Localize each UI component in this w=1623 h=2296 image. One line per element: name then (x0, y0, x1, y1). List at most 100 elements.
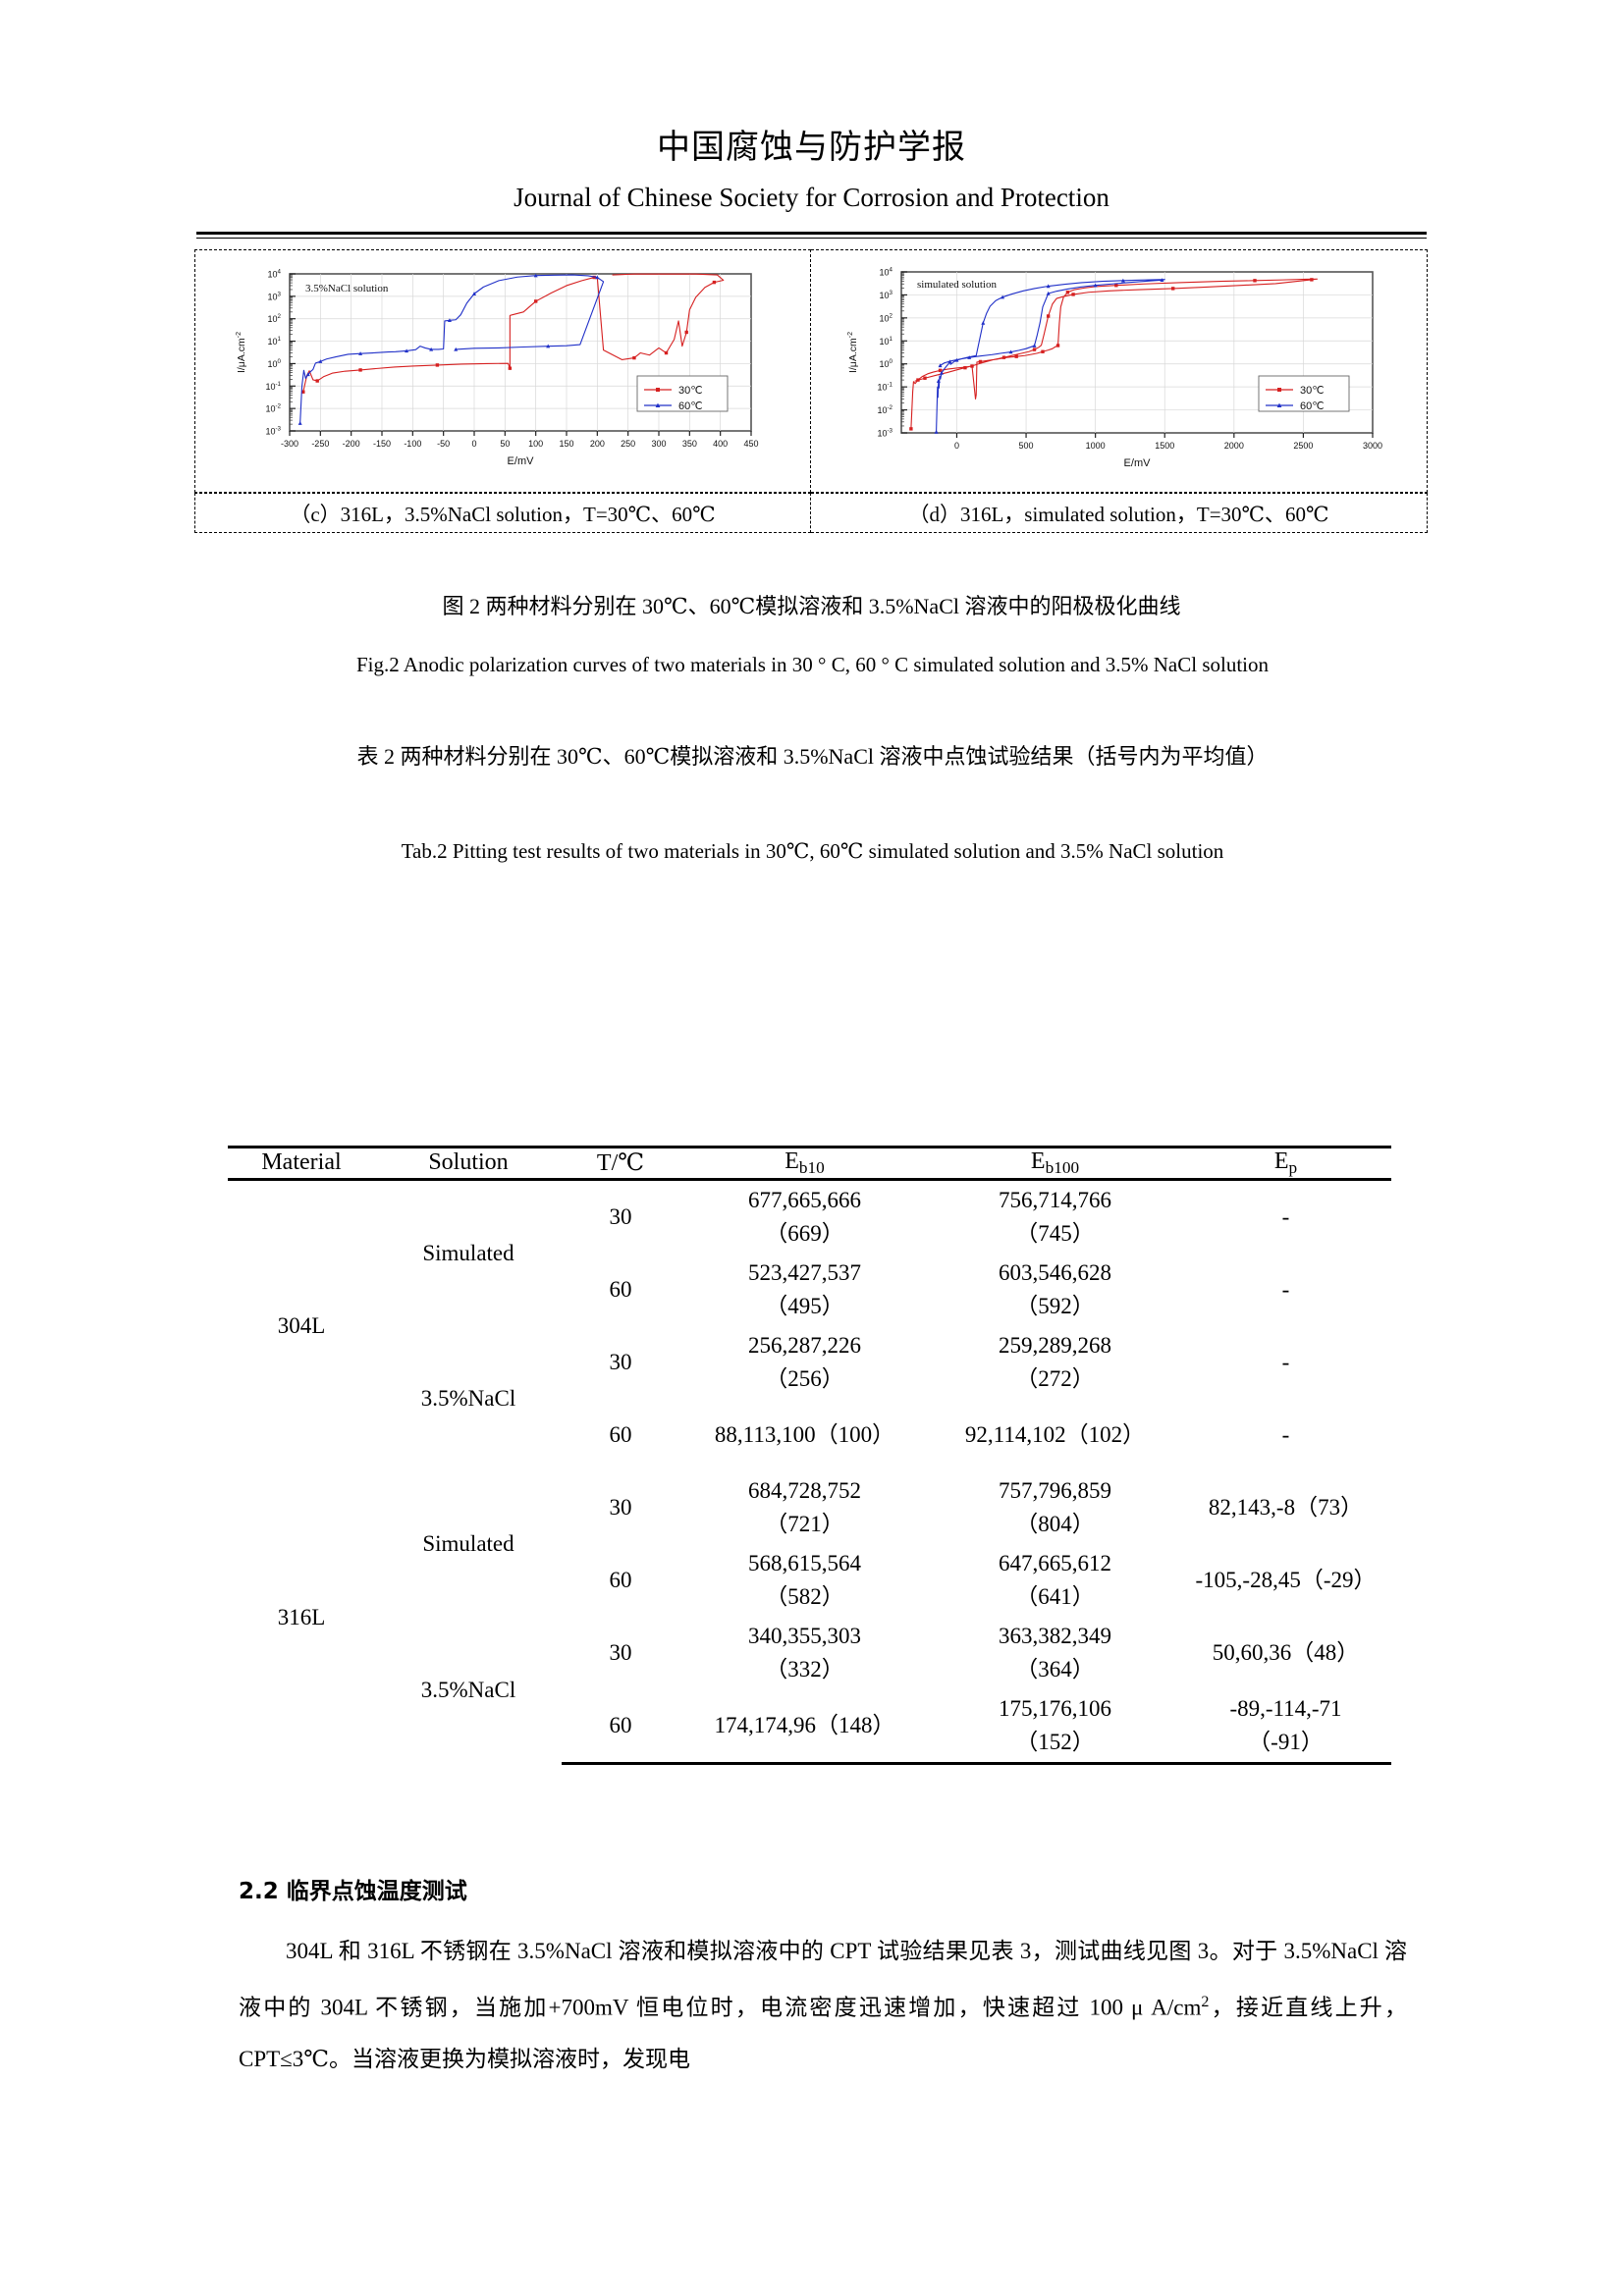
cell-solution: Simulated (422, 1530, 514, 1556)
svg-text:-150: -150 (373, 439, 391, 449)
cell-temperature: 60 (609, 1421, 632, 1447)
table-row: 3.5%NaCl 30 340,355,303 （332） 363,382,349 （36… (228, 1617, 1391, 1702)
svg-text:0: 0 (471, 439, 476, 449)
figure-caption-cn: 图 2 两种材料分别在 30℃、60℃模拟溶液和 3.5%NaCl 溶液中的阳极… (442, 594, 1181, 618)
svg-text:103: 103 (880, 290, 893, 300)
svg-text:300: 300 (651, 439, 666, 449)
col-header-eb10: Eb10 (679, 1146, 930, 1181)
svg-text:-50: -50 (437, 439, 450, 449)
cell-eb100: 603,546,628 （592） (999, 1259, 1111, 1318)
table-row: 60 568,615,564 （582） 647,665,612 （641） -105,-… (228, 1544, 1391, 1617)
cell-temperature: 30 (609, 1203, 632, 1229)
header-divider (196, 232, 1427, 239)
cell-ep: -105,-28,45（-29） (1195, 1567, 1377, 1592)
chart-d: 10-3 10-2 10-1 100 101 102 103 104 0 500 1000 1500 2… (811, 250, 1427, 492)
svg-text:101: 101 (268, 336, 282, 347)
cell-temperature: 30 (609, 1494, 632, 1520)
table-row: 60 88,113,100（100） 92,114,102（102） - (228, 1399, 1391, 1471)
paragraph-text-part1: 304L 和 316L 不锈钢在 3.5%NaCl 溶液和模拟溶液中的 CPT … (239, 1939, 1407, 2020)
cell-material: 304L (277, 1312, 326, 1338)
journal-header: 中国腐蚀与防护学报 Journal of Chinese Society for… (196, 126, 1427, 218)
cell-eb100: 757,796,859 （804） (999, 1477, 1111, 1536)
svg-text:200: 200 (590, 439, 605, 449)
table-row: 3.5%NaCl 30 256,287,226 （256） 259,289,268 （27… (228, 1326, 1391, 1411)
svg-text:2000: 2000 (1224, 441, 1244, 451)
svg-text:10-3: 10-3 (877, 428, 893, 439)
svg-text:100: 100 (528, 439, 543, 449)
cell-eb10: 88,113,100（100） (714, 1421, 895, 1447)
figure-cell-d: 10-3 10-2 10-1 100 101 102 103 104 0 500 1000 1500 2… (811, 249, 1428, 493)
figure-block: 10-3 10-2 10-1 100 101 102 103 104 -300 -250 -200 -… (194, 249, 1428, 533)
journal-title-en: Journal of Chinese Society for Corrosion… (514, 183, 1109, 212)
journal-title-cn: 中国腐蚀与防护学报 (657, 130, 966, 166)
body-paragraph: 304L 和 316L 不锈钢在 3.5%NaCl 溶液和模拟溶液中的 CPT … (239, 1926, 1407, 2085)
cell-eb10: 677,665,666 （669） (748, 1187, 861, 1246)
cell-temperature: 60 (609, 1276, 632, 1302)
cell-ep: - (1281, 1276, 1290, 1302)
cell-material: 316L (277, 1604, 326, 1629)
figure-images-row: 10-3 10-2 10-1 100 101 102 103 104 -300 -250 -200 -… (194, 249, 1428, 493)
svg-text:30℃: 30℃ (678, 385, 703, 397)
cell-eb100: 647,665,612 （641） (999, 1550, 1111, 1609)
cell-ep: -89,-114,-71 （-91） (1180, 1688, 1391, 1765)
figure-captions-row: （c）316L，3.5%NaCl solution，T=30℃、60℃ （d）3… (194, 493, 1428, 533)
table-header-row: Material Solution T/℃ Eb10 Eb100 Ep (228, 1146, 1391, 1181)
paragraph-text-part2: ，接近直线上升，CPT≤3℃。当溶液更换为模拟溶液时，发现电 (239, 1995, 1407, 2071)
svg-text:simulated solution: simulated solution (917, 279, 997, 291)
figure-caption-en: Fig.2 Anodic polarization curves of two … (355, 653, 1270, 676)
svg-text:-200: -200 (343, 439, 360, 449)
svg-text:10-1: 10-1 (265, 381, 281, 392)
svg-text:-100: -100 (404, 439, 421, 449)
cell-eb10: 523,427,537 （495） (748, 1259, 861, 1318)
svg-text:I/μA.cm-2: I/μA.cm-2 (847, 332, 859, 373)
cell-eb100: 363,382,349 （364） (999, 1623, 1111, 1682)
svg-text:150: 150 (559, 439, 573, 449)
cell-eb10: 256,287,226 （256） (748, 1332, 861, 1391)
cell-ep: 82,143,-8（73） (1208, 1494, 1364, 1520)
cell-solution: 3.5%NaCl (420, 1385, 516, 1411)
cell-eb10: 568,615,564 （582） (748, 1550, 861, 1609)
figure-subcaption-c: （c）316L，3.5%NaCl solution，T=30℃、60℃ (194, 493, 811, 533)
svg-text:50: 50 (500, 439, 510, 449)
col-header-temperature: T/℃ (562, 1146, 679, 1181)
svg-text:E/mV: E/mV (508, 455, 535, 467)
svg-text:E/mV: E/mV (1124, 457, 1152, 469)
cell-eb10: 340,355,303 （332） (748, 1623, 861, 1682)
svg-text:104: 104 (268, 269, 282, 280)
svg-text:2500: 2500 (1293, 441, 1313, 451)
cell-ep: - (1281, 1421, 1290, 1447)
col-header-eb100: Eb100 (930, 1146, 1180, 1181)
pitting-results-table: Material Solution T/℃ Eb10 Eb100 Ep 304L… (228, 1146, 1391, 1765)
svg-text:10-3: 10-3 (265, 426, 281, 437)
svg-text:400: 400 (713, 439, 728, 449)
table-caption-cn: 表 2 两种材料分别在 30℃、60℃模拟溶液和 3.5%NaCl 溶液中点蚀试… (356, 744, 1269, 769)
cell-solution: 3.5%NaCl (420, 1677, 516, 1702)
svg-text:1500: 1500 (1155, 441, 1174, 451)
svg-text:60℃: 60℃ (678, 400, 703, 412)
table-head: Material Solution T/℃ Eb10 Eb100 Ep (228, 1146, 1391, 1181)
svg-text:10-2: 10-2 (265, 403, 281, 414)
svg-text:-300: -300 (281, 439, 298, 449)
table-row: 60 174,174,96（148） 175,176,106 （152） -89,-11… (228, 1688, 1391, 1765)
cell-eb100: 756,714,766 （745） (999, 1187, 1111, 1246)
cell-temperature: 30 (609, 1349, 632, 1374)
col-header-material: Material (228, 1146, 375, 1181)
svg-text:30℃: 30℃ (1300, 385, 1325, 397)
cell-eb10: 174,174,96（148） (679, 1688, 930, 1765)
svg-text:100: 100 (268, 358, 282, 369)
figure-subcaption-d: （d）316L，simulated solution，T=30℃、60℃ (811, 493, 1428, 533)
paragraph-superscript: 2 (1201, 1994, 1210, 2010)
table-row: 316L Simulated 30 684,728,752 （721） 757,796,8… (228, 1471, 1391, 1629)
chart-c: 10-3 10-2 10-1 100 101 102 103 104 -300 -250 -200 -… (195, 250, 810, 492)
svg-text:-250: -250 (311, 439, 329, 449)
cell-eb100: 259,289,268 （272） (999, 1332, 1111, 1391)
svg-text:450: 450 (743, 439, 758, 449)
svg-text:3000: 3000 (1363, 441, 1382, 451)
svg-text:500: 500 (1019, 441, 1034, 451)
cell-eb10: 684,728,752 （721） (748, 1477, 861, 1536)
cell-ep: - (1281, 1349, 1290, 1374)
chart-d-svg: 10-3 10-2 10-1 100 101 102 103 104 0 500 1000 1500 2… (847, 267, 1382, 470)
section-heading: 2.2 临界点蚀温度测试 (239, 1879, 467, 1904)
svg-text:104: 104 (880, 267, 893, 278)
